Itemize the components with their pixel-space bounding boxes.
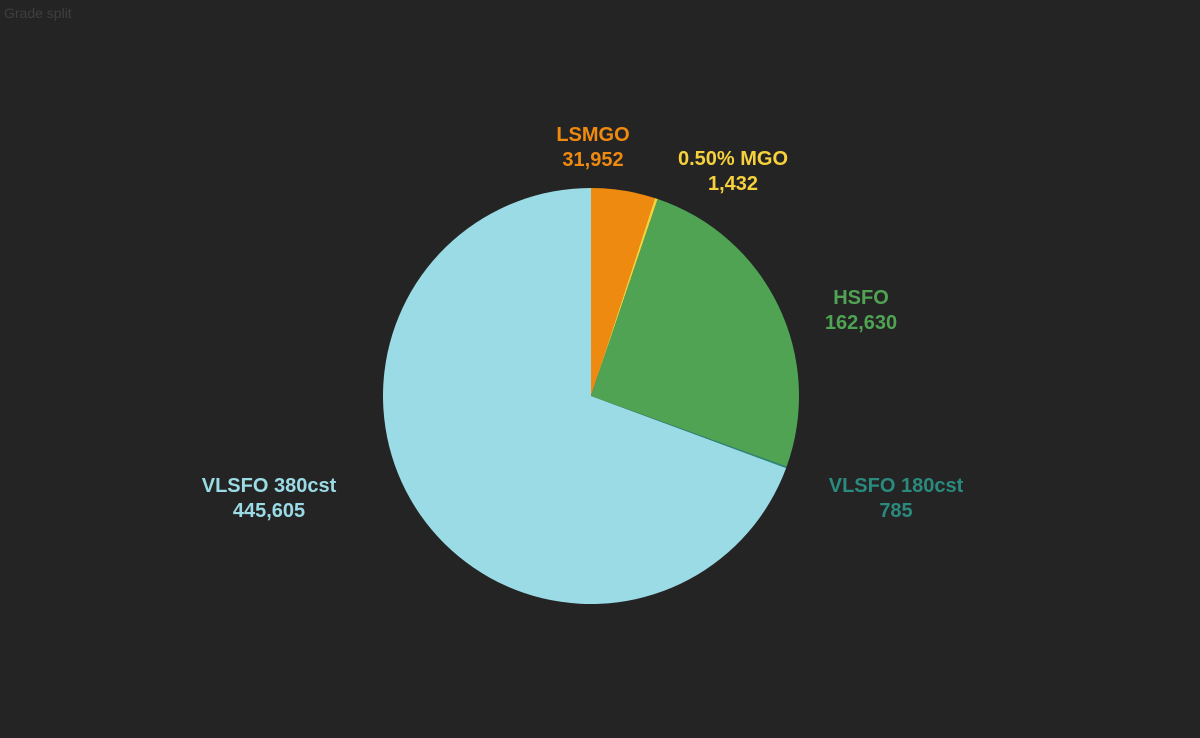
slice-label-vlsfo-380cst: VLSFO 380cst 445,605 [202, 475, 337, 522]
pie-labels: LSMGO 31,952 0.50% MGO 1,432 HSFO 162,630 VLSF… [202, 124, 964, 522]
slice-name: VLSFO 180cst [829, 475, 964, 497]
pie-slice-vlsfo-180cst [591, 396, 787, 469]
slice-value: 162,630 [825, 312, 897, 334]
slice-value: 785 [879, 500, 912, 522]
slice-name: LSMGO [556, 124, 629, 146]
slice-label-0-50-mgo: 0.50% MGO 1,432 [678, 148, 788, 195]
slice-value: 1,432 [708, 173, 758, 195]
pie-slice-lsmgo [591, 188, 655, 396]
slice-value: 445,605 [233, 500, 305, 522]
slice-value: 31,952 [562, 149, 623, 171]
slice-name: 0.50% MGO [678, 148, 788, 170]
slice-label-vlsfo-180cst: VLSFO 180cst 785 [829, 475, 964, 522]
pie-slice-0-50-mgo [591, 198, 658, 396]
slice-name: HSFO [833, 287, 889, 309]
slice-name: VLSFO 380cst [202, 475, 337, 497]
pie-slice-vlsfo-380cst [382, 188, 787, 605]
pie-slices [382, 188, 800, 605]
slice-label-hsfo: HSFO 162,630 [825, 287, 897, 334]
pie-slice-hsfo [591, 198, 800, 467]
chart-title: Grade split [4, 5, 72, 21]
slice-label-lsmgo: LSMGO 31,952 [556, 124, 629, 171]
